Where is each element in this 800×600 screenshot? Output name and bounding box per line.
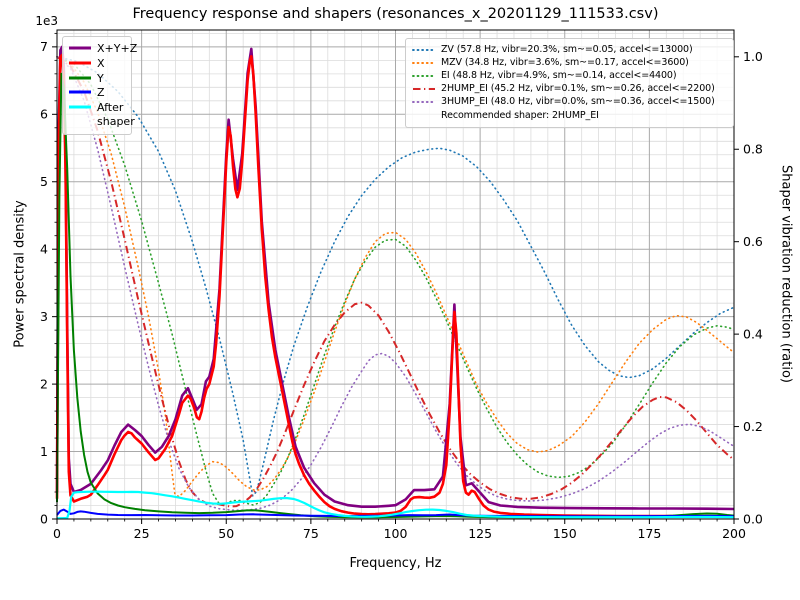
- legend-line-sample-icon: [412, 62, 436, 65]
- legend-entry-label: EI (48.8 Hz, vibr=4.9%, sm~=0.14, accel<…: [441, 70, 677, 82]
- x-tick-label: 100: [384, 526, 408, 541]
- legend-entry: 2HUMP_EI (45.2 Hz, vibr=0.1%, sm~=0.26, …: [412, 83, 727, 95]
- y-left-tick-label: 4: [40, 242, 48, 257]
- legend-entry-label: Recommended shaper: 2HUMP_EI: [441, 109, 599, 121]
- series-MZV: [56, 56, 735, 498]
- legend-sample-spacer: [412, 114, 436, 118]
- legend-line-sample-icon: [412, 49, 436, 52]
- legend-entry: EI (48.8 Hz, vibr=4.9%, sm~=0.14, accel<…: [412, 70, 727, 82]
- legend-psd: X+Y+Z X Y Z After shaper: [62, 36, 137, 135]
- y-axis-left-label: Power spectral density: [12, 200, 28, 348]
- x-tick-label: 175: [637, 526, 661, 541]
- grid: [57, 30, 734, 519]
- legend-entry: X: [68, 57, 126, 71]
- legend-entry: Recommended shaper: 2HUMP_EI: [412, 110, 727, 122]
- legend-entry: After shaper: [68, 101, 135, 129]
- y-left-tick-label: 7: [40, 39, 48, 54]
- x-tick-label: 75: [303, 526, 319, 541]
- x-tick-label: 150: [553, 526, 577, 541]
- x-axis-label: Frequency, Hz: [349, 556, 442, 571]
- x-tick-label: 50: [218, 526, 234, 541]
- legend-entry-label: 3HUMP_EI (48.0 Hz, vibr=0.0%, sm~=0.36, …: [441, 96, 715, 108]
- legend-entry-label: 2HUMP_EI (45.2 Hz, vibr=0.1%, sm~=0.26, …: [441, 83, 715, 95]
- y-left-tick-label: 3: [40, 309, 48, 324]
- legend-entry: MZV (34.8 Hz, vibr=3.6%, sm~=0.17, accel…: [412, 57, 727, 69]
- series-group: [55, 45, 735, 520]
- legend-entry-label: Y: [97, 71, 104, 85]
- legend-entry-label: MZV (34.8 Hz, vibr=3.6%, sm~=0.17, accel…: [441, 57, 689, 69]
- legend-entry: X+Y+Z: [68, 42, 137, 56]
- legend-entry-label: X+Y+Z: [97, 42, 138, 55]
- y-left-tick-label: 1: [40, 444, 48, 459]
- legend-entry-label: ZV (57.8 Hz, vibr=20.3%, sm~=0.05, accel…: [441, 44, 693, 56]
- y-left-tick-label: 5: [40, 174, 48, 189]
- series-3HUMP_EI: [56, 56, 735, 511]
- y-axis-offset-label: 1e3: [35, 14, 58, 28]
- legend-entry-label: Z: [97, 86, 105, 100]
- legend-line-sample-icon: [412, 75, 436, 78]
- legend-entry: 3HUMP_EI (48.0 Hz, vibr=0.0%, sm~=0.36, …: [412, 96, 727, 108]
- legend-line-sample-icon: [412, 101, 436, 104]
- legend-line-sample-icon: [69, 76, 91, 79]
- y-right-tick-label: 1.0: [743, 49, 763, 64]
- legend-entry-label: After shaper: [97, 101, 135, 128]
- series-EI: [56, 56, 735, 506]
- y-right-tick-label: 0.4: [743, 326, 763, 341]
- y-axis-right-label: Shaper vibration reduction (ratio): [778, 165, 794, 383]
- y-right-tick-label: 0.2: [743, 419, 763, 434]
- x-tick-label: 200: [722, 526, 746, 541]
- legend-line-sample-icon: [69, 90, 91, 94]
- legend-line-sample-icon: [69, 46, 91, 50]
- series-ZV: [56, 56, 735, 497]
- legend-line-sample-icon: [413, 88, 435, 91]
- y-right-tick-label: 0.6: [743, 234, 763, 249]
- legend-entry: ZV (57.8 Hz, vibr=20.3%, sm~=0.05, accel…: [412, 44, 727, 56]
- series-X: [55, 53, 735, 518]
- legend-shapers: ZV (57.8 Hz, vibr=20.3%, sm~=0.05, accel…: [405, 38, 734, 128]
- legend-entry: Y: [68, 72, 126, 86]
- x-tick-label: 25: [134, 526, 150, 541]
- y-left-tick-label: 0: [40, 511, 48, 526]
- x-tick-label: 0: [53, 526, 61, 541]
- y-left-tick-label: 6: [40, 107, 48, 122]
- y-right-tick-label: 0.8: [743, 142, 763, 157]
- y-left-tick-label: 2: [40, 376, 48, 391]
- y-right-tick-label: 0.0: [743, 511, 763, 526]
- legend-entry-label: X: [97, 56, 105, 70]
- legend-line-sample-icon: [69, 61, 91, 65]
- x-tick-label: 125: [468, 526, 492, 541]
- series-After shaper: [56, 490, 735, 520]
- legend-line-sample-icon: [69, 105, 91, 109]
- axes: 0 25 50 75 100 125 150 175 200 0 1 2 3 4 5 6 7 0.0 0.2 0.4 0…: [40, 29, 763, 541]
- legend-entry: Z: [68, 86, 126, 100]
- chart-title: Frequency response and shapers (resonanc…: [132, 6, 659, 22]
